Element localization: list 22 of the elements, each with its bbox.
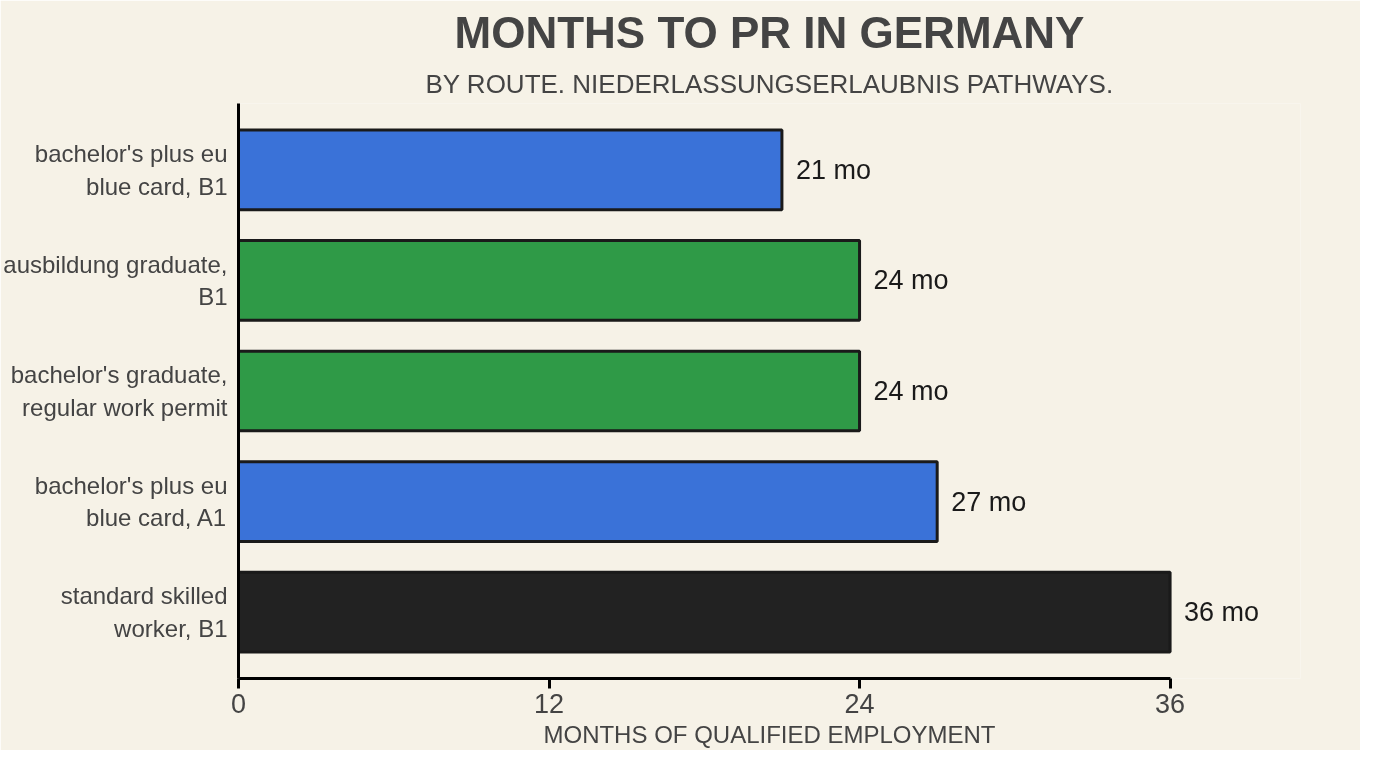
- bar: [238, 349, 862, 433]
- y-tick-label: bachelor's plus eu blue card, B1: [34, 140, 228, 200]
- x-tick-label: 0: [230, 688, 247, 719]
- data-label: 27 mo: [951, 486, 1027, 517]
- bar: [238, 460, 939, 543]
- y-tick-label: bachelor's plus eu blue card, A1: [34, 471, 228, 532]
- x-tick-label: 36: [1155, 688, 1186, 719]
- bar: [238, 128, 784, 212]
- y-tick-label: ausbildung graduate, B1: [3, 250, 228, 311]
- data-label: 21 mo: [795, 154, 871, 185]
- chart-title: MONTHS TO PR IN GERMANY: [454, 7, 1085, 57]
- chart-subtitle: BY ROUTE. NIEDERLASSUNGSERLAUBNIS PATHWAYS.: [425, 68, 1114, 99]
- data-label: 24 mo: [873, 376, 949, 406]
- bar: [238, 239, 862, 322]
- y-tick-label: bachelor's graduate, regular work permit: [10, 361, 228, 421]
- data-label: 36 mo: [1184, 597, 1260, 628]
- bar: [238, 570, 1172, 654]
- y-tick-label: standard skilled worker, B1: [60, 582, 228, 642]
- x-axis-title: MONTHS OF QUALIFIED EMPLOYMENT: [543, 720, 996, 748]
- x-tick-label: 12: [534, 688, 565, 719]
- data-label: 24 mo: [873, 265, 949, 296]
- x-tick-label: 24: [844, 688, 875, 719]
